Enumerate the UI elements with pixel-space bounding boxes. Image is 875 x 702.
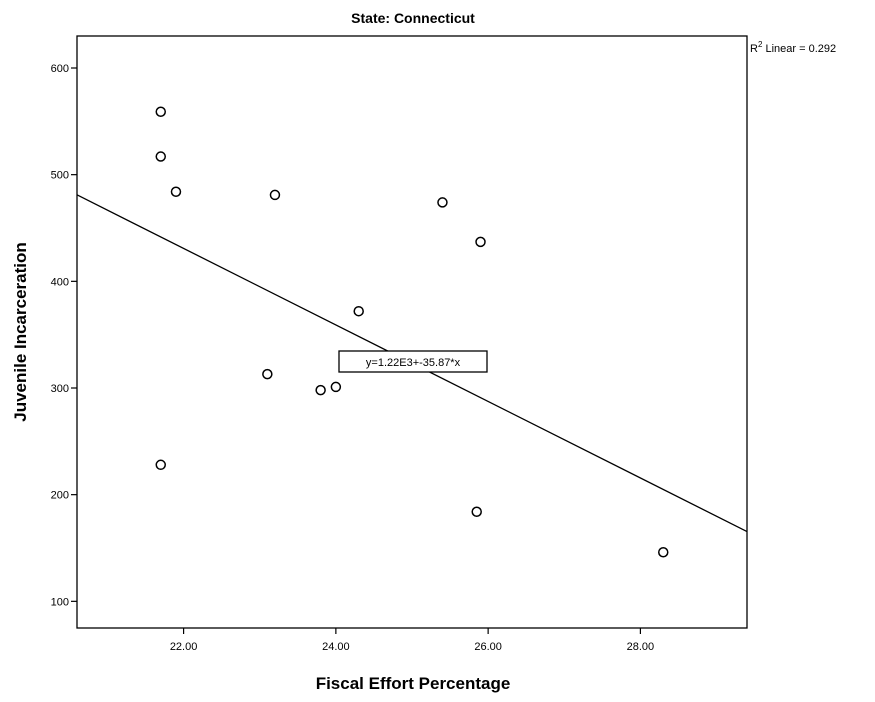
data-point [330,381,342,393]
y-axis-label: Juvenile Incarceration [11,242,30,422]
data-point [262,368,273,380]
y-axis: 100 200 300 400 500 600 [51,63,77,608]
data-point [269,189,281,201]
r2-sup: 2 [758,40,763,49]
r2-label: R2 Linear = 0.292 [750,40,836,55]
plot-frame [76,35,748,629]
data-points [155,106,669,558]
x-axis-label: Fiscal Effort Percentage [316,674,511,693]
fit-equation-label: y=1.22E3+-35.87*x [366,357,461,369]
data-point [437,197,448,208]
data-point [155,106,166,117]
y-tick-label: 600 [51,63,69,75]
fit-equation-box: y=1.22E3+-35.87*x [338,350,488,373]
y-tick-label: 400 [51,276,69,288]
x-axis: 22.00 24.00 26.00 28.00 [170,628,654,653]
x-tick-label: 28.00 [627,641,655,653]
x-tick-label: 26.00 [474,641,502,653]
chart-title: State: Connecticut [351,10,475,26]
data-point [353,305,364,317]
y-tick-label: 500 [51,170,69,182]
data-point [471,506,482,517]
y-tick-label: 100 [51,596,69,608]
data-point [155,151,166,162]
r2-suffix: Linear = 0.292 [762,43,836,55]
y-tick-label: 300 [51,383,69,395]
y-tick-label: 200 [51,490,69,502]
r2-prefix: R [750,43,758,55]
data-point [155,459,166,471]
x-tick-label: 24.00 [322,641,350,653]
data-point [315,384,326,396]
data-point [475,236,486,248]
data-point [170,186,182,197]
x-tick-label: 22.00 [170,641,198,653]
data-point [658,547,669,558]
